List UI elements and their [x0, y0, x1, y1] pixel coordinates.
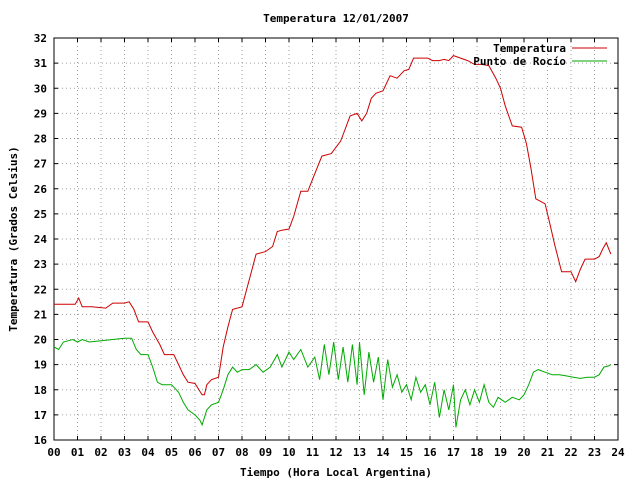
y-tick-label: 28 — [34, 133, 47, 146]
x-tick-label: 05 — [165, 446, 178, 459]
y-tick-label: 21 — [34, 308, 48, 321]
x-axis-label: Tiempo (Hora Local Argentina) — [240, 466, 432, 479]
y-tick-label: 26 — [34, 183, 48, 196]
x-tick-label: 24 — [611, 446, 625, 459]
y-tick-label: 16 — [34, 434, 48, 447]
legend-label-temperatura: Temperatura — [493, 42, 566, 55]
y-tick-label: 18 — [34, 384, 47, 397]
y-tick-label: 27 — [34, 158, 47, 171]
y-tick-label: 32 — [34, 32, 47, 45]
x-tick-label: 19 — [494, 446, 507, 459]
series-line-temperatura — [54, 55, 612, 396]
grid-lines — [54, 38, 618, 440]
y-tick-label: 31 — [34, 57, 48, 70]
y-axis-label: Temperatura (Grados Celsius) — [7, 146, 20, 331]
x-tick-label: 04 — [141, 446, 155, 459]
y-tick-label: 30 — [34, 82, 47, 95]
x-tick-label: 23 — [588, 446, 601, 459]
y-tick-label: 22 — [34, 283, 47, 296]
x-tick-label: 16 — [423, 446, 437, 459]
x-tick-label: 09 — [259, 446, 272, 459]
axis-ticks: 00 01 02 03 04 05 06 07 08 09 10 11 12 13 14 15 16 17 18 19… — [34, 32, 625, 459]
x-tick-label: 02 — [94, 446, 107, 459]
x-tick-label: 11 — [306, 446, 320, 459]
x-tick-label: 13 — [353, 446, 366, 459]
x-tick-label: 10 — [282, 446, 295, 459]
y-tick-label: 23 — [34, 258, 47, 271]
x-tick-label: 07 — [212, 446, 225, 459]
x-tick-label: 22 — [564, 446, 577, 459]
y-tick-label: 20 — [34, 334, 47, 347]
x-tick-label: 06 — [188, 446, 202, 459]
y-tick-label: 24 — [34, 233, 48, 246]
y-tick-label: 17 — [34, 409, 47, 422]
y-tick-label: 19 — [34, 359, 47, 372]
legend-label-punto-de-rocio: Punto de Rocío — [473, 55, 566, 68]
chart-title: Temperatura 12/01/2007 — [263, 12, 409, 25]
y-tick-label: 25 — [34, 208, 47, 221]
x-tick-label: 21 — [541, 446, 555, 459]
legend: Temperatura Punto de Rocío — [473, 42, 607, 68]
x-tick-label: 08 — [235, 446, 248, 459]
x-tick-label: 12 — [329, 446, 342, 459]
x-tick-label: 17 — [447, 446, 460, 459]
x-tick-label: 18 — [470, 446, 483, 459]
series-layer — [53, 55, 612, 428]
x-tick-label: 01 — [71, 446, 85, 459]
x-tick-label: 03 — [118, 446, 131, 459]
x-tick-label: 14 — [376, 446, 390, 459]
series-line-punto-de-rocio — [53, 337, 612, 428]
x-tick-label: 20 — [517, 446, 530, 459]
y-tick-label: 29 — [34, 107, 47, 120]
x-tick-label: 15 — [400, 446, 413, 459]
x-tick-label: 00 — [47, 446, 60, 459]
